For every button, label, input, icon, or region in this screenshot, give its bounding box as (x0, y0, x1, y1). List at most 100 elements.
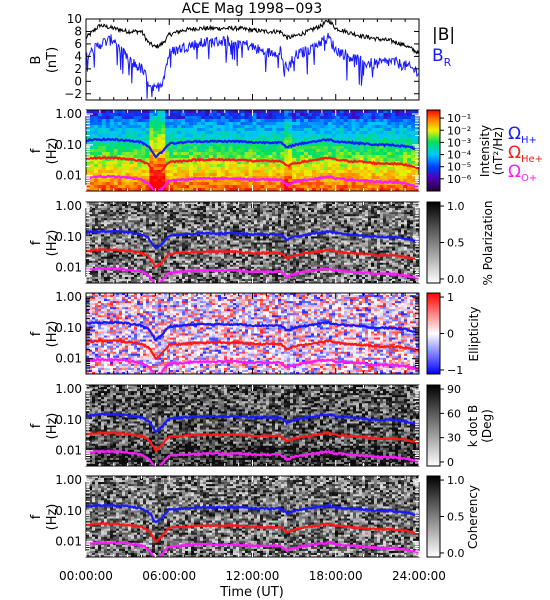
gyrofrequency-line-h (86, 503, 419, 524)
colorbar-tick-label: 1.0 (447, 200, 465, 213)
colorbar-unit: (nT²/Hz) (491, 127, 505, 175)
colorbar-tick-label: 10⁻⁶ (447, 173, 472, 186)
y-tick-label: 1.00 (55, 382, 82, 396)
gyrofrequency-line-h (86, 229, 419, 250)
panel-polarization: 1.00 0.10 0.01 f (Hz) 1.0 0.5 0.0 % Polariza… (29, 199, 495, 286)
gyrofrequency-line-he (86, 155, 419, 177)
colorbar (426, 475, 441, 558)
gyrofrequency-line-o (86, 540, 419, 557)
y-tick-label: 1.00 (55, 107, 82, 121)
panel-coherency: 1.00 0.10 0.01 f (Hz) 1.0 0.5 0.0 Coherency (29, 473, 480, 560)
chart-title: ACE Mag 1998−093 (182, 1, 322, 17)
y-axis-unit: (Hz) (45, 321, 60, 348)
colorbar-label: k dot B (466, 405, 480, 447)
y-tick-label: 2 (74, 62, 82, 76)
gyrofrequency-line-he (86, 430, 419, 453)
gyrofrequency-line-o (86, 174, 419, 191)
y-axis-unit: (Hz) (45, 138, 60, 165)
legend-entry-o: ΩO+ (508, 162, 537, 184)
y-axis-label: f (29, 148, 44, 153)
legend: |B| BR (432, 25, 455, 69)
y-tick-label: 0.01 (55, 169, 82, 183)
colorbar-label: % Polarization (481, 201, 495, 286)
y-axis-unit: (nT) (45, 47, 60, 73)
legend-entry-b-r: BR (432, 46, 452, 69)
y-tick-label: 4 (74, 49, 82, 63)
y-tick-label: 0 (74, 74, 82, 88)
colorbar-tick-label: 0.0 (447, 547, 465, 560)
gyrofrequency-line-h (86, 320, 419, 342)
y-axis-unit: (Hz) (45, 504, 60, 531)
legend-entry-h: ΩH+ (508, 124, 537, 146)
colorbar-tick-label: 0.5 (447, 237, 465, 250)
colorbar-label: Intensity (478, 125, 492, 177)
x-tick-label: 24:00:00 (392, 569, 446, 583)
colorbar (426, 109, 441, 192)
legend-entry-he: ΩHe+ (508, 143, 543, 165)
colorbar-tick-label: 10⁻¹ (447, 112, 471, 125)
colorbar-label: Coherency (466, 485, 480, 549)
gyrofrequency-line-o (86, 357, 419, 374)
y-axis-label: f (29, 514, 44, 519)
y-tick-label: 0.01 (55, 535, 82, 549)
x-tick-label: 00:00:00 (59, 569, 113, 583)
colorbar-tick-label: −1 (447, 364, 463, 377)
y-axis-label: f (29, 240, 44, 245)
y-axis-label: f (29, 423, 44, 428)
colorbar-tick-label: 90 (447, 383, 461, 396)
colorbar (426, 384, 441, 467)
x-tick-label: 18:00:00 (309, 569, 363, 583)
colorbar-tick-label: 0.0 (447, 273, 465, 286)
gyrofrequency-line-he (86, 521, 419, 544)
colorbar-tick-label: 60 (447, 407, 461, 420)
colorbar (426, 292, 441, 375)
plot-area (86, 19, 419, 100)
y-tick-label: 1.00 (55, 473, 82, 487)
gyrofrequency-line-he (86, 247, 419, 269)
y-tick-label: −2 (64, 87, 82, 101)
x-tick-label: 06:00:00 (142, 569, 196, 583)
colorbar-unit: (Deg) (480, 409, 494, 443)
colorbar-label: Ellipticity (467, 307, 481, 362)
colorbar-tick-label: 30 (447, 432, 461, 445)
panel-wave-normal-angle: 1.00 0.10 0.01 f (Hz) 90 60 30 0 k dot B (Deg… (29, 382, 494, 469)
colorbar-tick-label: 10⁻⁴ (447, 149, 472, 162)
y-tick-label: 0.10 (55, 321, 82, 335)
gyrofrequency-line-o (86, 266, 419, 283)
series-line-b-total (86, 19, 419, 55)
gyrofrequency-line-h (86, 412, 419, 434)
y-tick-label: 0.01 (55, 352, 82, 366)
y-tick-label: 8 (74, 24, 82, 38)
y-axis-label: f (29, 331, 44, 336)
y-tick-label: 6 (74, 37, 82, 51)
legend-entry-b-total: |B| (432, 25, 455, 45)
y-tick-label: 0.10 (55, 413, 82, 427)
series-line-b-r (86, 32, 419, 99)
colorbar-tick-label: 10⁻⁵ (447, 161, 471, 174)
colorbar-tick-label: 10⁻³ (447, 136, 471, 149)
y-tick-label: 0.10 (55, 504, 82, 518)
y-axis-unit: (Hz) (45, 230, 60, 257)
colorbar-tick-label: 1.0 (447, 474, 465, 487)
y-tick-label: 1.00 (55, 290, 82, 304)
y-tick-label: 0.10 (55, 230, 82, 244)
y-axis-label: B (29, 56, 44, 65)
panel-spectrum: 1.00 0.10 0.01 f (Hz) 10⁻¹10⁻²10⁻³10⁻⁴10⁻⁵… (29, 107, 543, 192)
y-tick-label: 0.10 (55, 138, 82, 152)
legend: ΩH+ ΩHe+ ΩO+ (508, 124, 543, 184)
colorbar-tick-label: 0.5 (447, 511, 465, 524)
colorbar-tick-label: 1 (447, 291, 454, 304)
x-axis-tick-labels: 00:00:00 06:00:00 12:00:00 18:00:00 24:00:00 (59, 569, 446, 583)
colorbar-tick-label: 0 (447, 456, 454, 469)
gyrofrequency-line-h (86, 137, 419, 159)
colorbar-tick-label: 10⁻² (447, 124, 471, 137)
colorbar-tick-label: 0 (447, 328, 454, 341)
y-tick-label: 0.01 (55, 444, 82, 458)
y-tick-label: 0.01 (55, 261, 82, 275)
y-tick-label: 1.00 (55, 199, 82, 213)
x-axis-label: Time (UT) (219, 585, 284, 600)
panel-ellipticity: 1.00 0.10 0.01 f (Hz) 1 0 −1 Ellipticity (29, 290, 481, 377)
colorbar (426, 201, 441, 284)
